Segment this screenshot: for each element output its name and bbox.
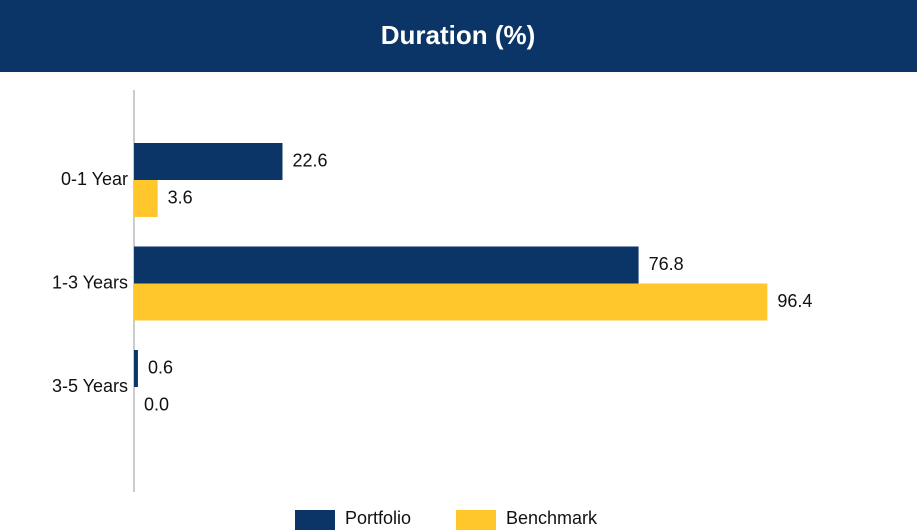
- bar: [134, 246, 639, 284]
- y-tick-label: 1-3 Years: [52, 272, 128, 292]
- legend-label: Benchmark: [506, 508, 598, 528]
- value-label: 96.4: [777, 291, 812, 311]
- y-tick-label: 3-5 Years: [52, 376, 128, 396]
- bar: [134, 283, 768, 321]
- legend-swatch: [456, 510, 496, 530]
- y-tick-label: 0-1 Year: [61, 169, 128, 189]
- value-label: 0.6: [148, 357, 173, 377]
- bar: [134, 143, 283, 180]
- bar: [134, 180, 158, 217]
- value-label: 0.0: [144, 394, 169, 414]
- title-banner: [0, 0, 917, 72]
- value-label: 76.8: [649, 254, 684, 274]
- value-label: 22.6: [292, 150, 327, 170]
- chart-title: Duration (%): [381, 20, 536, 50]
- legend-label: Portfolio: [345, 508, 411, 528]
- bar: [134, 350, 138, 387]
- value-label: 3.6: [168, 187, 193, 207]
- legend-swatch: [295, 510, 335, 530]
